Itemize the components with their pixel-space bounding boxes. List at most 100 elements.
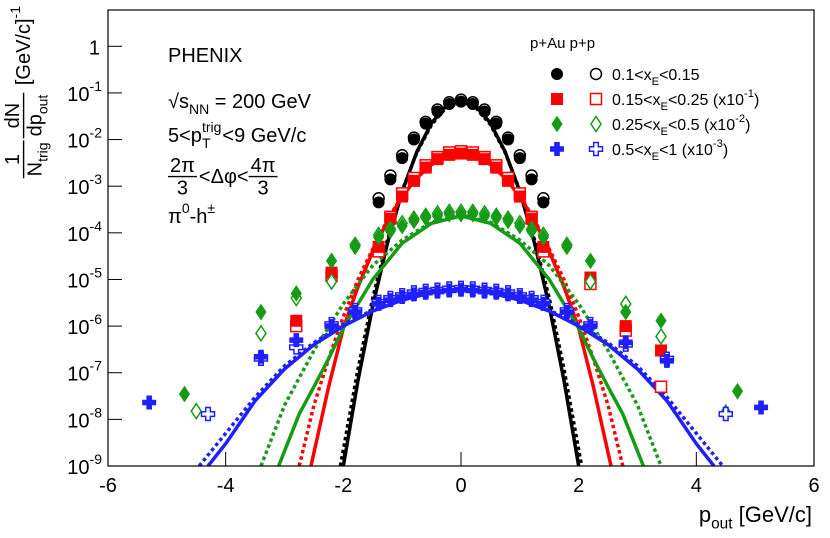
point-pau (396, 152, 409, 165)
y-tick-label: -810 (67, 404, 102, 432)
point-pau (561, 238, 573, 256)
label-text: E (660, 101, 667, 113)
point-pau (383, 293, 398, 308)
point-pau (395, 290, 410, 305)
point-pau (525, 173, 538, 186)
y-tick-exponent: -3 (90, 171, 103, 187)
point-pau (455, 95, 467, 108)
point-pau (408, 212, 420, 230)
point-pau (419, 117, 432, 130)
y-tick-exponent: -2 (90, 125, 103, 141)
point-pp (200, 406, 216, 422)
label-text: 3 (258, 178, 269, 200)
label-text: -h (190, 206, 208, 228)
point-pau (373, 228, 385, 246)
label-text: ) (745, 117, 750, 134)
y-tick-exponent: -8 (90, 404, 103, 420)
y-tick-label: -910 (67, 451, 102, 479)
legend-marker-pau (550, 142, 564, 156)
label-text: [GeV/c] (13, 18, 35, 90)
fit-line-pau (276, 214, 646, 466)
point-pau (502, 174, 515, 187)
point-pau (384, 173, 397, 186)
fraction-numerator: 2π (170, 155, 195, 177)
label-text: NN (189, 101, 209, 117)
point-pau (619, 320, 632, 333)
point-pau (455, 205, 467, 223)
label-text: 3 (177, 178, 188, 200)
point-pau (502, 133, 515, 146)
point-pau (290, 285, 302, 302)
label-text: -1 (744, 88, 754, 100)
point-pau (490, 161, 503, 174)
point-pau (490, 117, 503, 130)
fraction-numerator: dN (2, 103, 24, 129)
y-tick-label: -410 (67, 218, 102, 246)
fraction-denominator: 3 (177, 178, 188, 200)
x-tick-label: 4 (691, 475, 702, 497)
point-pau (348, 305, 363, 320)
point-pau (620, 303, 632, 321)
point-pau (536, 296, 551, 311)
point-pau (502, 212, 514, 230)
point-pau (420, 209, 432, 227)
y-tick-base: 10 (67, 131, 89, 153)
legend-label: 0.25<x E <0.5 (x10 -2) (612, 113, 750, 138)
point-pp (255, 324, 267, 343)
data-points (142, 93, 769, 422)
point-pau (431, 153, 444, 166)
point-pau (583, 319, 598, 334)
label-text: √s (168, 91, 189, 113)
point-pau (418, 285, 433, 300)
point-pp (718, 406, 733, 422)
annotation: √s NN = 200 GeV (168, 91, 312, 117)
label-text: out (711, 516, 733, 533)
point-pau (490, 209, 502, 227)
point-pau (442, 283, 457, 298)
point-pau (524, 293, 539, 308)
point-pau (514, 217, 526, 235)
legend-marker-pp (590, 115, 602, 133)
point-pau (290, 314, 303, 327)
point-pau (525, 222, 538, 240)
point-pau (489, 285, 504, 300)
label-text: 0.1<x (612, 67, 652, 84)
y-tick-base: 10 (67, 224, 89, 246)
point-pau (478, 105, 491, 118)
point-pau (396, 217, 408, 235)
legend-marker-pp (589, 67, 603, 81)
point-pau (431, 207, 444, 225)
point-pau (324, 319, 339, 334)
point-pau (655, 312, 667, 330)
y-tick-base: 10 (67, 177, 89, 199)
y-tick-base: 10 (67, 364, 89, 386)
label-text: <1 (x10 (659, 142, 713, 159)
label-text: <Δφ< (199, 166, 249, 188)
y-tick-base: 10 (67, 270, 89, 292)
point-pau (731, 382, 744, 400)
label-text: 4π (251, 155, 276, 177)
label-text: ± (207, 200, 215, 216)
point-pau (618, 335, 633, 350)
point-pau (466, 148, 479, 161)
x-tick-label: -4 (217, 475, 235, 497)
label-text: π (168, 206, 182, 228)
legend-marker-pau (551, 68, 563, 80)
point-pau (477, 284, 492, 299)
point-pau (454, 282, 468, 297)
y-tick-exponent: -6 (90, 311, 103, 327)
label-text: <0.5 (x10 (668, 117, 735, 134)
annotation: 2π3<Δφ< 4π3 (168, 155, 278, 200)
label-text: 0.25<x (612, 117, 660, 134)
label-text: N (25, 162, 47, 176)
point-pau (443, 97, 456, 110)
label-text: <0.15 (659, 67, 700, 84)
y-tick-exponent: -4 (90, 218, 103, 234)
plot-frame (107, 9, 815, 467)
point-pp (190, 402, 203, 421)
label-text: <0.25 (x10 (668, 92, 744, 109)
y-tick-label: -310 (67, 171, 102, 199)
label-text: trig (202, 119, 221, 135)
